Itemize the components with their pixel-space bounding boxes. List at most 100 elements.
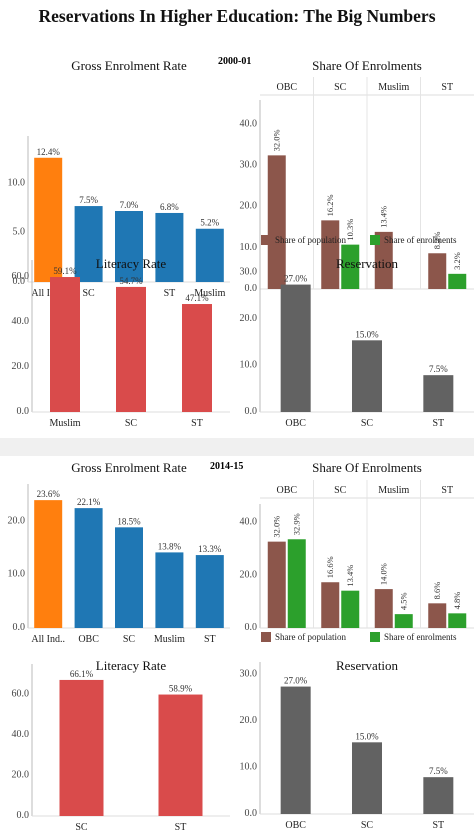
category-header: ST — [441, 82, 453, 93]
chart-panel-lit-2014: Literacy Rate 0.0 20.0 40.0 60.0 66.1% SC 58.9%… — [6, 658, 230, 836]
bar — [448, 273, 467, 289]
y-tick-label: 0.0 — [245, 622, 258, 633]
x-tick-label: SC — [123, 634, 136, 645]
data-label: 27.0% — [284, 274, 308, 284]
bar — [341, 244, 360, 289]
bar — [116, 286, 146, 412]
legend-swatch — [370, 235, 380, 245]
data-label: 15.0% — [355, 329, 379, 339]
y-tick-label: 5.0 — [13, 227, 26, 238]
chart-panel-soe-2014: Share Of Enrolments 0.0 20.0 40.0 OBC SC Musli… — [238, 460, 474, 658]
bar — [34, 500, 63, 628]
y-tick-label: 60.0 — [12, 688, 30, 699]
data-label: 32.9% — [292, 513, 302, 535]
period-label-2000: 2000-01 — [218, 56, 252, 67]
data-label: 54.7% — [119, 276, 143, 286]
bar — [321, 220, 340, 289]
data-label: 27.0% — [284, 676, 308, 686]
x-tick-label: All Ind.. — [31, 288, 65, 299]
data-label: 7.0% — [120, 200, 139, 210]
data-label: 7.5% — [79, 195, 98, 205]
y-tick-label: 10.0 — [240, 762, 258, 773]
y-tick-label: 30.0 — [240, 267, 258, 278]
bar — [428, 603, 447, 628]
y-tick-label: 0.0 — [13, 622, 26, 633]
data-label: 5.2% — [200, 218, 219, 228]
x-tick-label: OBC — [78, 634, 99, 645]
bar — [280, 686, 311, 814]
bar — [423, 777, 454, 814]
bar — [267, 155, 286, 289]
category-header: SC — [334, 82, 347, 93]
y-tick-label: 10.0 — [240, 242, 258, 253]
y-tick-label: 20.0 — [240, 313, 258, 324]
legend-swatch — [370, 632, 380, 642]
y-tick-label: 20.0 — [240, 715, 258, 726]
y-tick-label: 40.0 — [240, 118, 258, 129]
x-tick-label: SC — [125, 418, 138, 429]
data-label: 6.8% — [160, 202, 179, 212]
data-label: 16.2% — [325, 194, 335, 216]
legend-swatch — [261, 235, 271, 245]
chart-title: Share Of Enrolments — [312, 460, 422, 475]
data-label: 23.6% — [37, 489, 61, 499]
data-label: 4.8% — [452, 592, 462, 610]
y-tick-label: 10.0 — [8, 569, 26, 580]
category-header: ST — [441, 485, 453, 496]
x-tick-label: ST — [175, 822, 187, 833]
legend-label: Share of enrolments — [384, 235, 457, 245]
bar — [448, 613, 467, 628]
chart-panel-ger-2000: Gross Enrolment Rate 0.0 5.0 10.0 12.4% All I… — [6, 58, 230, 299]
y-tick-label: 40.0 — [12, 729, 30, 740]
bar — [195, 555, 224, 628]
x-tick-label: ST — [191, 418, 203, 429]
data-label: 12.4% — [37, 147, 61, 157]
bar — [50, 277, 80, 412]
legend-label: Share of population — [275, 632, 346, 642]
bar — [423, 375, 454, 412]
chart-panel-res-2000: Reservation 0.0 10.0 20.0 30.0 27.0% OBC 15.0% S… — [238, 256, 474, 434]
data-label: 47.1% — [185, 293, 209, 303]
category-header: Muslim — [378, 82, 409, 93]
category-header: OBC — [276, 485, 297, 496]
x-tick-label: ST — [204, 634, 216, 645]
bar — [374, 231, 393, 289]
bar — [341, 590, 360, 628]
x-tick-label: Muslim — [49, 418, 80, 429]
bar — [34, 157, 63, 282]
y-tick-label: 0.0 — [17, 406, 30, 417]
bar — [158, 694, 203, 816]
data-label: 7.5% — [429, 766, 448, 776]
x-tick-label: SC — [75, 822, 88, 833]
legend-label: Share of population — [275, 235, 346, 245]
period-separator — [0, 438, 474, 456]
y-tick-label: 10.0 — [240, 360, 258, 371]
y-tick-label: 0.0 — [13, 276, 26, 287]
chart-title: Literacy Rate — [96, 658, 167, 673]
chart-panel-lit-2000: Literacy Rate 0.0 20.0 40.0 60.0 59.1% Muslim 5… — [6, 256, 230, 434]
chart-svg-res-2014: Reservation 0.0 10.0 20.0 30.0 27.0% OBC 15.0% S… — [240, 658, 474, 831]
chart-title: Gross Enrolment Rate — [71, 58, 187, 73]
x-tick-label: ST — [432, 820, 444, 831]
bar — [428, 253, 447, 289]
y-tick-label: 20.0 — [12, 769, 30, 780]
legend-swatch — [261, 632, 271, 642]
chart-title: Gross Enrolment Rate — [71, 460, 187, 475]
data-label: 13.8% — [158, 541, 182, 551]
bar — [182, 304, 212, 412]
chart-svg-ger-2014: Gross Enrolment Rate 0.0 10.0 20.0 23.6% All … — [8, 460, 230, 645]
y-tick-label: 0.0 — [245, 808, 258, 819]
y-tick-label: 40.0 — [12, 316, 30, 327]
data-label: 59.1% — [53, 266, 77, 276]
y-tick-label: 20.0 — [12, 361, 30, 372]
category-header: SC — [334, 485, 347, 496]
data-label: 4.5% — [399, 592, 409, 610]
bar — [115, 527, 143, 628]
data-label: 22.1% — [77, 497, 101, 507]
y-tick-label: 40.0 — [240, 517, 258, 528]
x-tick-label: OBC — [285, 418, 306, 429]
legend-label: Share of enrolments — [384, 632, 457, 642]
data-label: 8.6% — [432, 582, 442, 600]
data-label: 66.1% — [70, 669, 94, 679]
